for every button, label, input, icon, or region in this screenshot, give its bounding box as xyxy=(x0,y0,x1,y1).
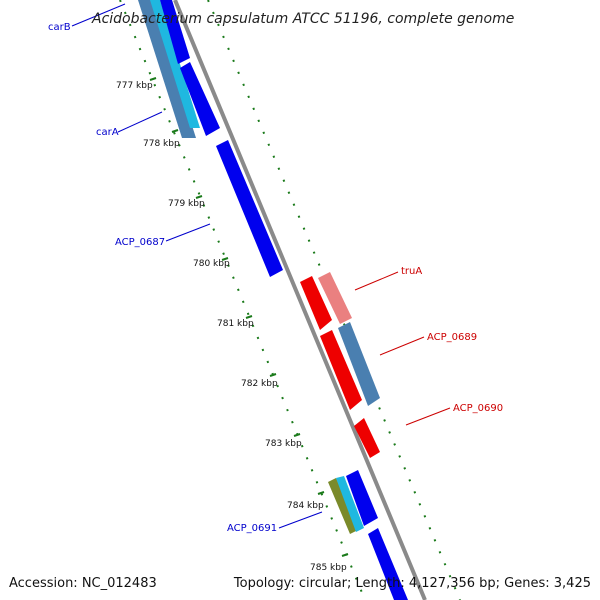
label-carB: carB xyxy=(48,22,71,33)
label-truA: truA xyxy=(401,266,422,277)
label-carA: carA xyxy=(96,127,119,138)
genome-backbone xyxy=(173,0,427,600)
tick-label-783: 783 kbp xyxy=(265,439,302,449)
accession-label: Accession: NC_012483 xyxy=(9,576,157,591)
label-ACP_0689: ACP_0689 xyxy=(427,332,477,343)
label-ACP_0687: ACP_0687 xyxy=(115,237,165,248)
leader-carA xyxy=(117,111,163,133)
tick-label-780: 780 kbp xyxy=(193,259,230,269)
tick-label-781: 781 kbp xyxy=(217,319,254,329)
gene-carB-blue-lower xyxy=(180,62,220,136)
gene-carB-block[interactable] xyxy=(138,0,220,138)
map-title: Acidobacterium capsulatum ATCC 51196, co… xyxy=(91,11,514,27)
label-ACP_0690: ACP_0690 xyxy=(453,403,503,414)
label-ACP_0691: ACP_0691 xyxy=(227,523,277,534)
topology-label: Topology: circular; Length: 4,127,356 bp… xyxy=(233,576,591,591)
gene-ACP_0691-cyan[interactable] xyxy=(336,476,364,532)
gene-ACP_0690[interactable] xyxy=(354,418,380,458)
tick-label-779: 779 kbp xyxy=(168,199,205,209)
leader-ACP_0691 xyxy=(278,511,323,529)
outer-dotted-track-left xyxy=(119,0,366,600)
gene-ACP_0689-steel[interactable] xyxy=(338,322,380,406)
gene-ACP_0687[interactable] xyxy=(216,140,283,277)
leader-ACP_0690 xyxy=(405,407,451,426)
gene-truA-red[interactable] xyxy=(300,276,332,330)
tick-label-782: 782 kbp xyxy=(241,379,278,389)
gene-carB-blue-top xyxy=(160,0,190,64)
tick-label-784: 784 kbp xyxy=(287,501,324,511)
gene-lower-blue[interactable] xyxy=(368,528,408,600)
tick-label-785: 785 kbp xyxy=(310,563,347,573)
tick-marks xyxy=(149,77,349,557)
gene-ACP_0689-red[interactable] xyxy=(320,330,362,410)
leader-truA xyxy=(354,271,399,291)
gene-truA-pink[interactable] xyxy=(318,272,352,324)
gene-carB-cyan xyxy=(150,0,200,128)
tick-label-777: 777 kbp xyxy=(116,81,153,91)
leader-ACP_0689 xyxy=(379,336,425,356)
gene-ACP_0691-olive[interactable] xyxy=(328,478,358,534)
gene-carB-steel xyxy=(138,0,196,138)
leader-carB xyxy=(71,3,126,27)
gene-ACP_0691-blue[interactable] xyxy=(346,470,378,526)
tick-label-778: 778 kbp xyxy=(143,139,180,149)
leader-ACP_0687 xyxy=(165,223,211,242)
